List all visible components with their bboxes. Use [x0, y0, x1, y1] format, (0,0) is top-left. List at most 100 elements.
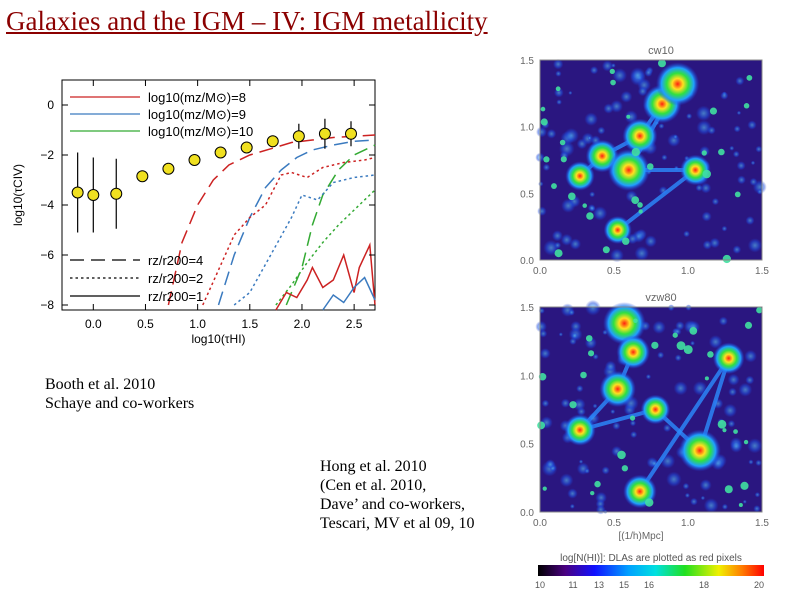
- density-noise: [595, 504, 606, 515]
- small-halo: [658, 59, 666, 68]
- density-noise: [728, 387, 737, 397]
- series-line-4: [233, 174, 376, 306]
- density-noise: [637, 86, 648, 97]
- halo: [678, 429, 721, 472]
- panel-title: vzw80: [645, 292, 676, 304]
- halo: [599, 370, 636, 408]
- density-noise: [563, 128, 579, 144]
- density-noise: [727, 419, 736, 428]
- map-x-tick-label: 1.5: [755, 266, 769, 277]
- small-halo: [629, 415, 636, 421]
- observation-point: [240, 141, 253, 154]
- halo: [616, 335, 651, 369]
- small-halo: [717, 419, 727, 429]
- density-noise: [542, 163, 551, 172]
- map-x-tick-label: 0.5: [607, 266, 621, 277]
- observation-point: [266, 135, 279, 148]
- small-halo: [621, 465, 629, 472]
- density-noise: [604, 360, 617, 373]
- small-halo: [743, 439, 749, 445]
- small-halo: [568, 192, 576, 201]
- small-halo: [633, 318, 638, 324]
- density-noise: [537, 206, 547, 216]
- small-halo: [646, 163, 654, 170]
- small-halo: [559, 139, 566, 146]
- density-noise: [736, 110, 742, 116]
- small-halo: [704, 376, 709, 381]
- density-noise: [683, 230, 690, 238]
- density-noise: [748, 459, 754, 465]
- observation-point: [345, 127, 358, 140]
- small-halo: [689, 327, 698, 335]
- halo: [640, 394, 671, 425]
- map-x-axis-label: [(1/h)Mpc]: [618, 531, 663, 542]
- density-noise: [601, 466, 610, 475]
- small-halo: [626, 114, 631, 119]
- map-x-tick-label: 0.0: [533, 266, 547, 277]
- map-frame: [539, 306, 763, 513]
- observation-point: [162, 162, 175, 175]
- halo: [564, 414, 596, 446]
- small-halo: [733, 429, 738, 434]
- density-noise: [736, 161, 746, 171]
- small-halo: [645, 498, 654, 507]
- density-noise: [568, 90, 573, 95]
- map-y-tick-label: 0.0: [520, 256, 534, 267]
- density-noise: [657, 351, 665, 359]
- density-noise: [695, 105, 712, 122]
- observation-point: [214, 146, 227, 159]
- slide-title: Galaxies and the IGM – IV: IGM metallici…: [6, 6, 488, 36]
- legend-label: log10(mz/M⊙)=9: [148, 107, 246, 122]
- density-noise: [589, 66, 599, 75]
- density-noise: [732, 245, 742, 254]
- density-noise: [682, 482, 690, 490]
- density-noise: [674, 354, 682, 362]
- small-halo: [722, 254, 731, 264]
- colorbar-tick-label: 18: [699, 580, 709, 590]
- density-noise: [727, 373, 740, 386]
- legend-label: log10(mz/M⊙)=8: [148, 90, 246, 105]
- density-noise: [733, 125, 741, 133]
- small-halo: [672, 332, 678, 338]
- small-halo: [609, 68, 615, 74]
- series-line-0: [167, 134, 376, 306]
- density-noise: [745, 216, 755, 225]
- observation-point: [292, 130, 305, 143]
- small-halo: [586, 212, 594, 220]
- density-noise: [546, 129, 557, 139]
- density-noise: [601, 60, 614, 72]
- legend-label: rz/r200=4: [148, 253, 203, 268]
- density-noise: [572, 398, 586, 411]
- caption-right: Hong et al. 2010 (Cen et al. 2010, Dave’…: [320, 457, 475, 533]
- density-noise: [592, 353, 599, 360]
- x-tick-label: 1.5: [241, 317, 258, 331]
- density-noise: [708, 335, 723, 349]
- x-tick-label: 2.5: [346, 317, 363, 331]
- density-noise: [558, 332, 563, 337]
- density-noise: [634, 246, 650, 261]
- small-halo: [585, 335, 593, 342]
- density-noise: [672, 134, 678, 140]
- small-halo: [540, 118, 548, 126]
- small-halo: [743, 103, 750, 109]
- density-noise: [753, 505, 761, 513]
- density-noise: [732, 150, 740, 158]
- halo: [712, 342, 745, 375]
- small-halo: [617, 450, 626, 460]
- density-noise: [541, 399, 550, 408]
- small-halo: [709, 107, 717, 115]
- density-noise: [663, 423, 672, 433]
- small-halo: [744, 321, 753, 329]
- density-noise: [629, 420, 637, 427]
- density-noise: [584, 468, 590, 474]
- density-noise: [711, 197, 720, 206]
- y-tick-label: −8: [40, 298, 54, 312]
- density-noise: [742, 499, 747, 504]
- y-tick-label: −2: [40, 148, 54, 162]
- small-halo: [701, 150, 707, 156]
- density-noise: [611, 63, 616, 68]
- density-noise: [585, 299, 601, 316]
- legend-label: rz/r200=1: [148, 289, 203, 304]
- density-noise: [567, 488, 578, 499]
- density-noise: [560, 398, 571, 408]
